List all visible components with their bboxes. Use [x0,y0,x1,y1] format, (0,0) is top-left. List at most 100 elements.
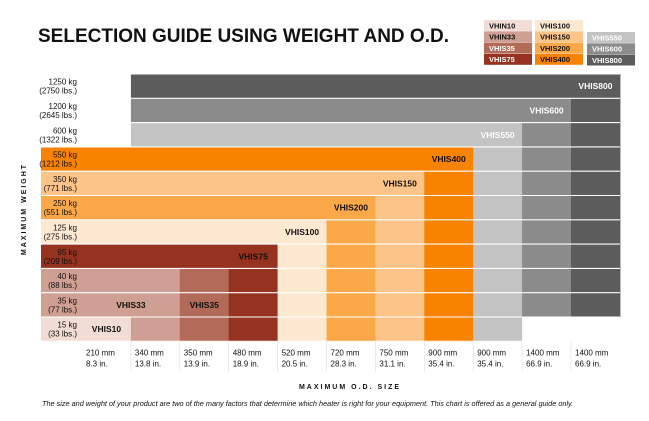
cell-3-0-vhis400 [82,146,132,172]
cell-4-9-vhis600 [522,171,572,196]
cell-9-7-vhis400 [424,292,474,318]
legend-swatch-vhis35 [484,42,532,54]
cell-2-0-empty [82,122,132,148]
cell-1-7-vhis600 [424,98,474,124]
y-label-bg-5 [41,195,83,221]
cell-3-1-vhis400 [130,146,181,172]
cell-4-6-vhis150 [375,171,425,196]
y-axis-tick-labels: 1250 kg(2750 lbs.) 1200 kg(2645 lbs.) 600 … [39,78,77,339]
cell-8-10-vhis800 [571,268,621,294]
cell-3-3-vhis400 [228,146,279,172]
legend-label-vhis75: VHIS75 [489,55,515,64]
cell-0-1-vhis800 [130,74,181,99]
cell-5-9-vhis600 [522,195,572,221]
series-label-vhis75-7: VHIS75 [239,251,269,261]
x-tick-in-3: 18.9 in. [233,359,259,368]
cell-7-7-vhis400 [424,244,474,269]
cell-5-7-vhis400 [424,195,474,221]
legend-label-vhin33: VHIN33 [489,33,515,42]
cell-9-3-vhis75 [228,292,279,318]
cell-2-7-vhis550 [424,122,474,148]
cell-10-0-vhin10 [82,317,132,342]
cell-3-9-vhis600 [522,146,572,172]
cell-10-9-empty [522,317,572,342]
legend-label-vhin10: VHIN10 [489,21,515,30]
series-label-vhis33-8: VHIS33 [116,300,146,310]
cell-5-1-vhis200 [130,195,181,221]
cell-9-6-vhis150 [375,292,425,318]
cell-2-2-vhis550 [179,122,230,148]
cell-8-3-vhis75 [228,268,279,294]
cell-9-2-vhis35 [179,292,230,318]
cell-3-10-vhis800 [571,146,621,172]
cell-0-10-vhis800 [571,74,621,99]
cell-1-1-vhis600 [130,98,181,124]
cell-10-6-vhis150 [375,317,425,342]
x-tick-mm-0: 210 mm [86,348,115,357]
cell-3-7-vhis400 [424,146,474,172]
cell-9-10-vhis800 [571,292,621,318]
cell-2-10-vhis800 [571,122,621,148]
y-label-bg-0 [41,74,83,99]
page-title: SELECTION GUIDE USING WEIGHT AND O.D. [38,26,449,47]
cell-1-8-vhis600 [473,98,523,124]
series-label-vhis550-2: VHIS550 [481,130,515,140]
x-tick-mm-1: 340 mm [135,348,164,357]
legend-label-vhis200: VHIS200 [540,44,570,53]
y-tick-kg-9: 35 kg [57,296,77,305]
cell-8-5-vhis200 [326,268,376,294]
y-tick-kg-10: 15 kg [57,321,77,330]
cell-2-9-vhis600 [522,122,572,148]
cell-10-4-vhis100 [277,317,327,342]
x-tick-in-6: 31.1 in. [379,359,405,368]
x-tick-mm-6: 750 mm [379,348,408,357]
cell-7-6-vhis150 [375,244,425,269]
y-label-bg-6 [41,219,83,245]
cell-9-1-vhin33 [130,292,181,318]
cell-1-9-vhis600 [522,98,572,124]
cell-3-5-vhis400 [326,146,376,172]
cell-1-3-vhis600 [228,98,279,124]
y-label-bg-2 [41,122,83,148]
x-tick-mm-9: 1400 mm [526,348,560,357]
cell-5-5-vhis200 [326,195,376,221]
y-tick-kg-0: 1250 kg [49,78,77,87]
cell-4-2-vhis150 [179,171,230,196]
legend: VHIN10 VHIN33 VHIS35 VHIS75 VHIS100 VHIS150 VH… [484,20,635,66]
legend-swatch-vhin10 [484,20,532,31]
cell-0-6-vhis800 [375,74,425,99]
cell-10-8-vhis550 [473,317,523,342]
y-tick-lbs-6: (275 lbs.) [44,232,78,241]
cell-10-5-vhis200 [326,317,376,342]
legend-label-vhis800: VHIS800 [592,56,622,65]
y-label-bg-10 [41,317,83,342]
cell-0-3-vhis800 [228,74,279,99]
cell-1-4-vhis600 [277,98,327,124]
cell-7-5-vhis200 [326,244,376,269]
footnote: The size and weight of your product are … [42,399,573,408]
cell-7-2-vhis75 [179,244,230,269]
x-tick-mm-2: 350 mm [184,348,213,357]
cell-6-2-vhis100 [179,219,230,245]
cell-5-3-vhis200 [228,195,279,221]
series-label-vhis35-9: VHIS35 [190,300,220,310]
series-label-vhis600-1: VHIS600 [530,105,564,115]
series-label-vhis800-0: VHIS800 [578,81,612,91]
x-tick-mm-7: 900 mm [428,348,457,357]
cell-0-0-empty [82,74,132,99]
cell-10-3-vhis75 [228,317,279,342]
y-tick-lbs-2: (1322 lbs.) [39,135,77,144]
cell-8-1-vhin33 [130,268,181,294]
cell-0-4-vhis800 [277,74,327,99]
cell-1-5-vhis600 [326,98,376,124]
cell-2-3-vhis550 [228,122,279,148]
x-tick-in-2: 13.9 in. [184,359,210,368]
cell-0-8-vhis800 [473,74,523,99]
series-label-vhis150-4: VHIS150 [383,178,417,188]
y-label-bg-9 [41,292,83,318]
legend-swatch-vhis550 [587,32,635,43]
cell-1-0-empty [82,98,132,124]
legend-swatch-vhis100 [535,20,583,31]
legend-swatch-vhin33 [484,31,532,43]
x-tick-in-1: 13.8 in. [135,359,161,368]
